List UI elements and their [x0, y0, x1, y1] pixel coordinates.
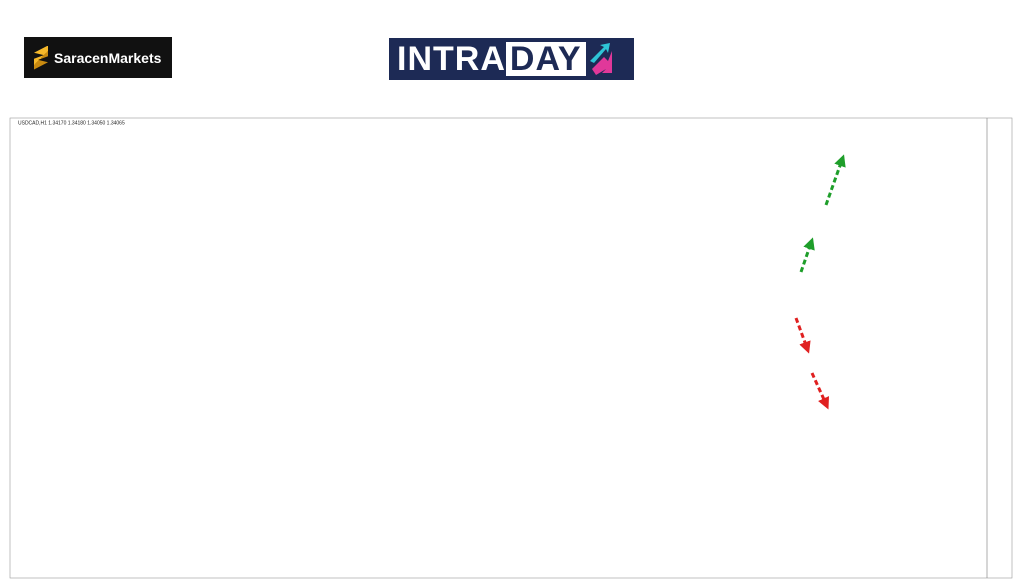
brand-icon: [34, 45, 48, 70]
logo-right: DAY: [505, 42, 586, 76]
panel-frame: [9, 117, 1013, 579]
brand-logo: SaracenMarkets: [24, 37, 172, 78]
intraday-logo: INTRA DAY: [389, 38, 634, 80]
down-arrow: [810, 372, 829, 410]
chart-title: USDCAD,H1 1.34170 1.34180 1.34050 1.3406…: [18, 120, 125, 126]
down-arrow: [794, 317, 811, 354]
up-arrow: [799, 237, 815, 273]
logo-left: INTRA: [397, 39, 506, 78]
brand-name: SaracenMarkets: [54, 49, 162, 66]
up-arrow: [824, 154, 846, 206]
logo-arrows: [589, 43, 612, 75]
